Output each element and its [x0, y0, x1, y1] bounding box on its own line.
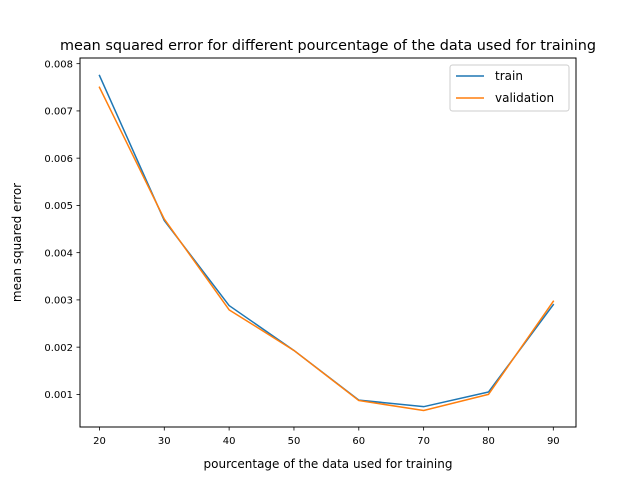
legend-label: validation: [495, 91, 554, 105]
y-axis-label: mean squared error: [10, 183, 24, 302]
series-line-1: [98, 86, 555, 412]
x-tick-label: 90: [547, 436, 560, 447]
y-tick-label: 0.001: [44, 390, 73, 401]
x-tick-label: 20: [93, 436, 106, 447]
y-tick-label: 0.006: [44, 154, 73, 165]
x-tick-label: 50: [288, 436, 301, 447]
plot-frame: [79, 57, 577, 428]
chart-title: mean squared error for different pourcen…: [60, 38, 596, 54]
x-axis: 20 30 40 50 60 70 80 90: [93, 427, 560, 447]
x-tick-label: 60: [352, 436, 365, 447]
y-tick-label: 0.003: [44, 296, 73, 307]
x-tick-label: 40: [223, 436, 236, 447]
x-tick-label: 80: [482, 436, 495, 447]
y-axis: 0.001 0.002 0.003 0.004 0.005 0.006 0.007 0.008: [44, 59, 80, 401]
y-tick-label: 0.002: [44, 343, 73, 354]
series-layer: [98, 74, 555, 412]
legend-label: train: [495, 69, 523, 83]
y-tick-label: 0.008: [44, 59, 73, 70]
x-axis-label: pourcentage of the data used for trainin…: [204, 457, 453, 471]
y-tick-label: 0.007: [44, 107, 73, 118]
x-tick-label: 30: [158, 436, 171, 447]
y-tick-label: 0.005: [44, 201, 73, 212]
y-tick-label: 0.004: [44, 248, 73, 259]
x-tick-label: 70: [417, 436, 430, 447]
legend: train validation: [449, 64, 570, 112]
